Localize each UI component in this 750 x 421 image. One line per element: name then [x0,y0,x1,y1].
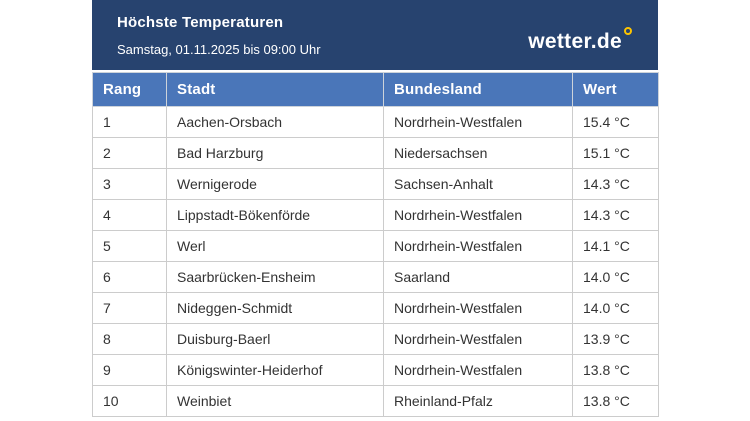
degree-ring-icon [624,27,632,35]
cell-rang: 4 [92,199,167,231]
cell-bundesland: Nordrhein-Westfalen [383,292,573,324]
cell-wert: 13.8 °C [572,385,659,417]
cell-bundesland: Niedersachsen [383,137,573,169]
cell-stadt: Werl [166,230,384,262]
cell-rang: 6 [92,261,167,293]
cell-rang: 2 [92,137,167,169]
cell-stadt: Saarbrücken-Ensheim [166,261,384,293]
cell-bundesland: Nordrhein-Westfalen [383,230,573,262]
cell-stadt: Lippstadt-Bökenförde [166,199,384,231]
table-row: 3 Wernigerode Sachsen-Anhalt 14.3 °C [92,168,659,200]
cell-wert: 14.0 °C [572,292,659,324]
cell-bundesland: Saarland [383,261,573,293]
column-header-wert: Wert [572,72,659,107]
cell-rang: 8 [92,323,167,355]
cell-bundesland: Rheinland-Pfalz [383,385,573,417]
table-row: 9 Königswinter-Heiderhof Nordrhein-Westf… [92,354,659,386]
cell-bundesland: Nordrhein-Westfalen [383,354,573,386]
weather-widget: Höchste Temperaturen Samstag, 01.11.2025… [92,0,659,417]
page-title: Höchste Temperaturen [117,14,284,31]
cell-stadt: Königswinter-Heiderhof [166,354,384,386]
cell-rang: 10 [92,385,167,417]
banner-text-block: Höchste Temperaturen Samstag, 01.11.2025… [117,12,321,70]
table-row: 8 Duisburg-Baerl Nordrhein-Westfalen 13.… [92,323,659,355]
cell-wert: 14.3 °C [572,168,659,200]
column-header-bundesland: Bundesland [383,72,573,107]
table-row: 6 Saarbrücken-Ensheim Saarland 14.0 °C [92,261,659,293]
cell-wert: 15.4 °C [572,106,659,138]
date-range-subtitle: Samstag, 01.11.2025 bis 09:00 Uhr [117,42,321,57]
table-row: 2 Bad Harzburg Niedersachsen 15.1 °C [92,137,659,169]
column-header-stadt: Stadt [166,72,384,107]
cell-stadt: Duisburg-Baerl [166,323,384,355]
table-header-row: Rang Stadt Bundesland Wert [92,72,659,107]
logo-text: wetter.de [528,30,622,53]
cell-stadt: Aachen-Orsbach [166,106,384,138]
cell-stadt: Wernigerode [166,168,384,200]
cell-wert: 14.1 °C [572,230,659,262]
cell-bundesland: Nordrhein-Westfalen [383,323,573,355]
wetter-de-logo: wetter.de [528,27,632,70]
cell-rang: 3 [92,168,167,200]
column-header-rang: Rang [92,72,167,107]
table-row: 10 Weinbiet Rheinland-Pfalz 13.8 °C [92,385,659,417]
cell-stadt: Bad Harzburg [166,137,384,169]
table-row: 4 Lippstadt-Bökenförde Nordrhein-Westfal… [92,199,659,231]
cell-wert: 13.9 °C [572,323,659,355]
cell-stadt: Weinbiet [166,385,384,417]
cell-rang: 7 [92,292,167,324]
header-banner: Höchste Temperaturen Samstag, 01.11.2025… [92,0,658,70]
cell-bundesland: Nordrhein-Westfalen [383,199,573,231]
cell-wert: 13.8 °C [572,354,659,386]
cell-wert: 14.0 °C [572,261,659,293]
cell-wert: 14.3 °C [572,199,659,231]
cell-rang: 9 [92,354,167,386]
cell-bundesland: Sachsen-Anhalt [383,168,573,200]
cell-stadt: Nideggen-Schmidt [166,292,384,324]
table-row: 5 Werl Nordrhein-Westfalen 14.1 °C [92,230,659,262]
cell-bundesland: Nordrhein-Westfalen [383,106,573,138]
temperature-table: Rang Stadt Bundesland Wert 1 Aachen-Orsb… [92,72,659,417]
cell-wert: 15.1 °C [572,137,659,169]
table-row: 7 Nideggen-Schmidt Nordrhein-Westfalen 1… [92,292,659,324]
table-row: 1 Aachen-Orsbach Nordrhein-Westfalen 15.… [92,106,659,138]
cell-rang: 1 [92,106,167,138]
cell-rang: 5 [92,230,167,262]
